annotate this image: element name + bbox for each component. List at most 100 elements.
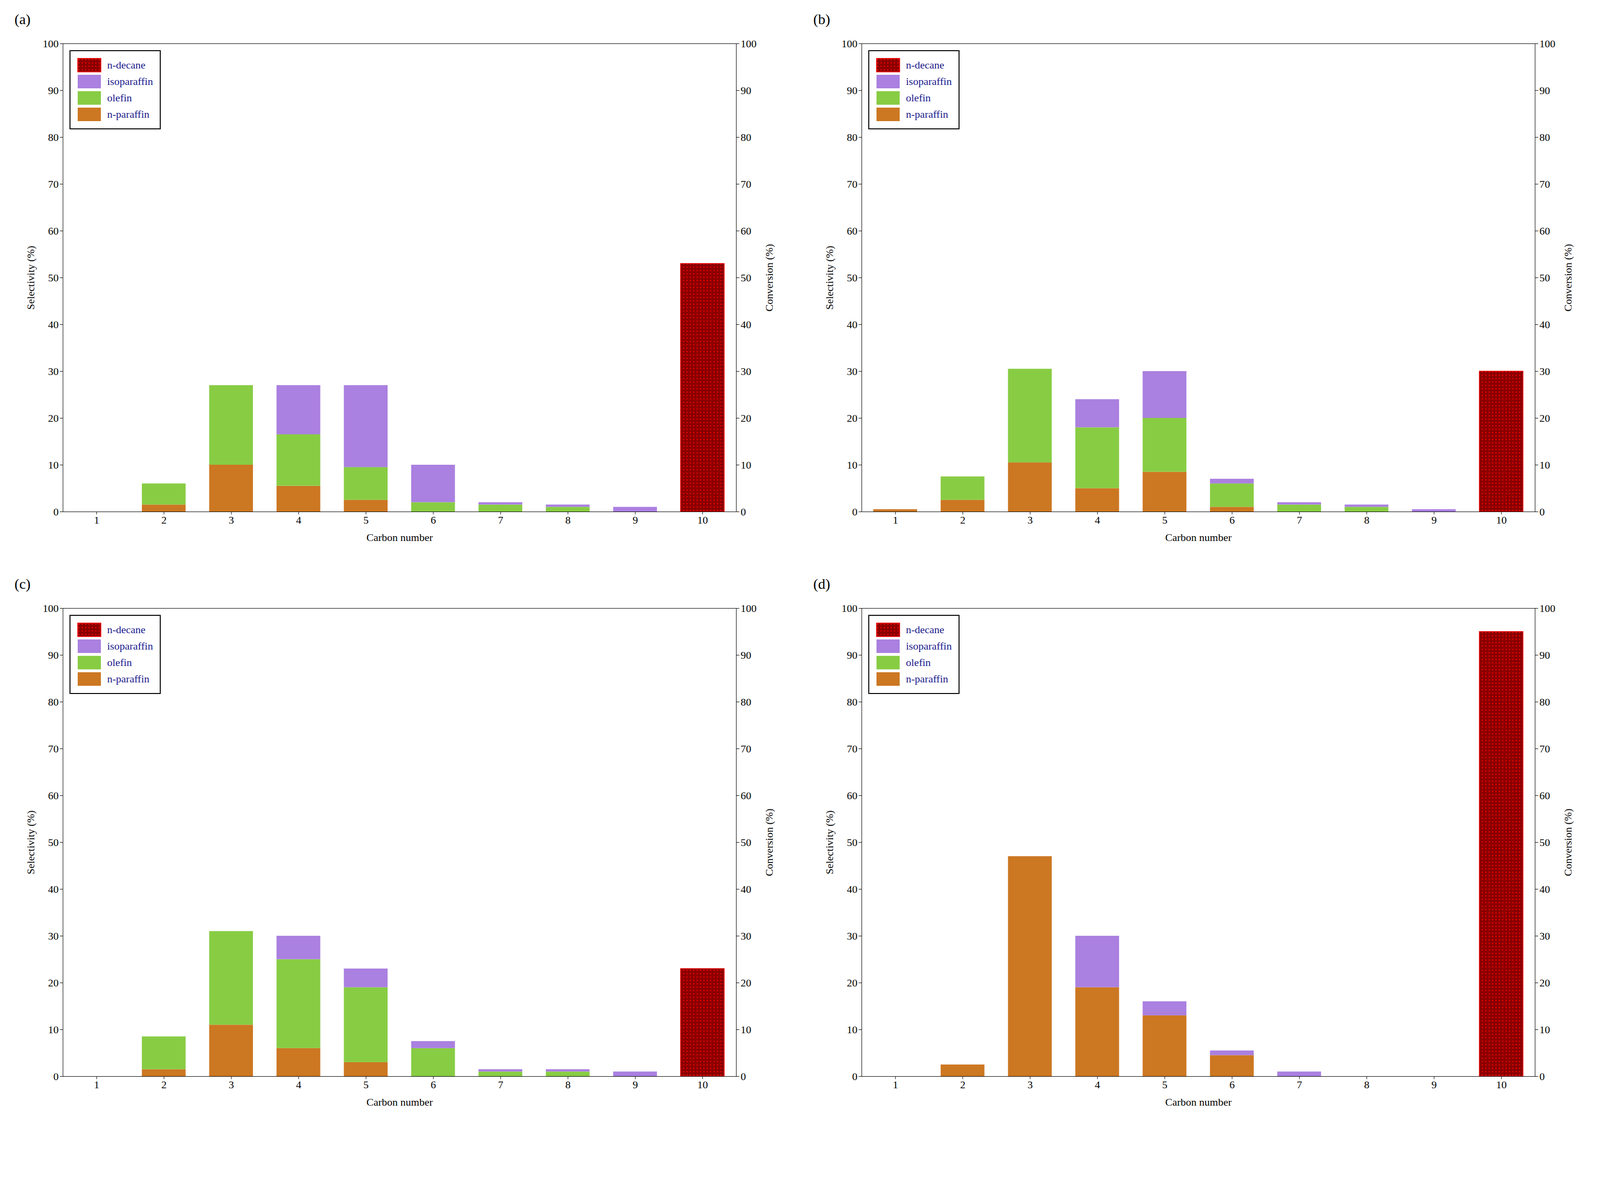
svg-text:10: 10 <box>1539 459 1551 472</box>
svg-text:90: 90 <box>48 84 59 97</box>
svg-text:8: 8 <box>1363 514 1370 527</box>
svg-text:6: 6 <box>1229 514 1235 527</box>
svg-text:Carbon number: Carbon number <box>366 531 433 544</box>
svg-text:70: 70 <box>1539 742 1551 755</box>
svg-text:50: 50 <box>48 836 59 849</box>
svg-text:0: 0 <box>53 505 59 518</box>
svg-text:Selectivity (%): Selectivity (%) <box>823 245 836 310</box>
svg-text:90: 90 <box>1539 649 1551 662</box>
svg-text:1: 1 <box>892 1078 899 1091</box>
svg-text:20: 20 <box>1539 412 1551 425</box>
svg-text:60: 60 <box>48 224 59 237</box>
svg-text:Selectivity (%): Selectivity (%) <box>24 245 37 310</box>
svg-text:40: 40 <box>847 318 858 331</box>
svg-text:5: 5 <box>363 514 369 527</box>
svg-text:2: 2 <box>960 514 966 527</box>
svg-text:90: 90 <box>740 649 752 662</box>
svg-text:50: 50 <box>1539 271 1551 284</box>
svg-text:4: 4 <box>1094 514 1100 527</box>
svg-text:Carbon number: Carbon number <box>366 1096 433 1109</box>
svg-text:30: 30 <box>847 930 858 943</box>
svg-text:50: 50 <box>740 836 752 849</box>
svg-text:8: 8 <box>565 514 571 527</box>
svg-text:80: 80 <box>847 695 858 709</box>
svg-text:60: 60 <box>1539 789 1551 802</box>
svg-text:0: 0 <box>740 1070 747 1083</box>
svg-text:70: 70 <box>48 742 59 755</box>
svg-text:10: 10 <box>740 1023 752 1036</box>
svg-text:60: 60 <box>847 224 858 237</box>
svg-text:10: 10 <box>48 1023 59 1036</box>
svg-text:10: 10 <box>697 514 709 527</box>
svg-text:10: 10 <box>740 459 752 472</box>
svg-text:40: 40 <box>1539 318 1551 331</box>
svg-text:0: 0 <box>852 1070 858 1083</box>
svg-text:70: 70 <box>48 178 59 191</box>
svg-text:5: 5 <box>1162 1078 1168 1091</box>
svg-text:0: 0 <box>53 1070 59 1083</box>
svg-text:7: 7 <box>1296 1078 1303 1091</box>
svg-text:70: 70 <box>740 742 752 755</box>
svg-text:90: 90 <box>1539 84 1551 97</box>
svg-text:90: 90 <box>48 649 59 662</box>
svg-text:20: 20 <box>847 976 858 989</box>
svg-text:Selectivity (%): Selectivity (%) <box>24 810 37 875</box>
svg-text:20: 20 <box>740 412 752 425</box>
svg-text:10: 10 <box>1539 1023 1551 1036</box>
svg-text:20: 20 <box>740 976 752 989</box>
svg-text:9: 9 <box>1431 1078 1437 1091</box>
svg-text:2: 2 <box>161 514 167 527</box>
svg-text:10: 10 <box>1496 1078 1507 1091</box>
svg-text:100: 100 <box>841 37 858 50</box>
svg-text:3: 3 <box>1027 514 1033 527</box>
svg-text:70: 70 <box>1539 178 1551 191</box>
svg-text:Selectivity (%): Selectivity (%) <box>823 810 836 875</box>
svg-text:30: 30 <box>847 365 858 378</box>
svg-text:4: 4 <box>295 1078 302 1091</box>
svg-text:30: 30 <box>48 365 59 378</box>
svg-text:40: 40 <box>1539 883 1551 896</box>
svg-text:1: 1 <box>94 514 100 527</box>
svg-text:60: 60 <box>740 789 752 802</box>
svg-text:90: 90 <box>740 84 752 97</box>
svg-text:80: 80 <box>48 131 59 144</box>
svg-text:10: 10 <box>697 1078 709 1091</box>
svg-text:30: 30 <box>740 365 752 378</box>
svg-text:6: 6 <box>430 514 436 527</box>
svg-text:8: 8 <box>1363 1078 1370 1091</box>
svg-text:4: 4 <box>1094 1078 1100 1091</box>
svg-text:50: 50 <box>740 271 752 284</box>
svg-text:4: 4 <box>295 514 302 527</box>
svg-text:2: 2 <box>161 1078 167 1091</box>
svg-text:60: 60 <box>740 224 752 237</box>
svg-text:70: 70 <box>847 178 858 191</box>
svg-text:Carbon number: Carbon number <box>1165 531 1232 544</box>
svg-text:20: 20 <box>1539 976 1551 989</box>
svg-text:20: 20 <box>847 412 858 425</box>
svg-text:1: 1 <box>94 1078 100 1091</box>
svg-text:80: 80 <box>740 695 752 709</box>
svg-text:50: 50 <box>1539 836 1551 849</box>
svg-text:80: 80 <box>48 695 59 709</box>
svg-text:30: 30 <box>1539 365 1551 378</box>
svg-text:100: 100 <box>42 602 59 615</box>
svg-text:10: 10 <box>1496 514 1507 527</box>
svg-text:50: 50 <box>847 836 858 849</box>
svg-text:7: 7 <box>498 514 504 527</box>
svg-text:100: 100 <box>841 602 858 615</box>
svg-text:5: 5 <box>1162 514 1168 527</box>
svg-text:10: 10 <box>847 1023 858 1036</box>
svg-text:9: 9 <box>632 514 639 527</box>
svg-text:0: 0 <box>852 505 858 518</box>
svg-text:5: 5 <box>363 1078 369 1091</box>
svg-text:0: 0 <box>740 505 747 518</box>
svg-text:9: 9 <box>1431 514 1437 527</box>
svg-text:9: 9 <box>632 1078 639 1091</box>
svg-text:60: 60 <box>847 789 858 802</box>
svg-text:100: 100 <box>1539 602 1556 615</box>
svg-text:Carbon number: Carbon number <box>1165 1096 1232 1109</box>
svg-text:40: 40 <box>847 883 858 896</box>
svg-text:6: 6 <box>1229 1078 1235 1091</box>
svg-text:40: 40 <box>48 318 59 331</box>
svg-text:3: 3 <box>1027 1078 1033 1091</box>
